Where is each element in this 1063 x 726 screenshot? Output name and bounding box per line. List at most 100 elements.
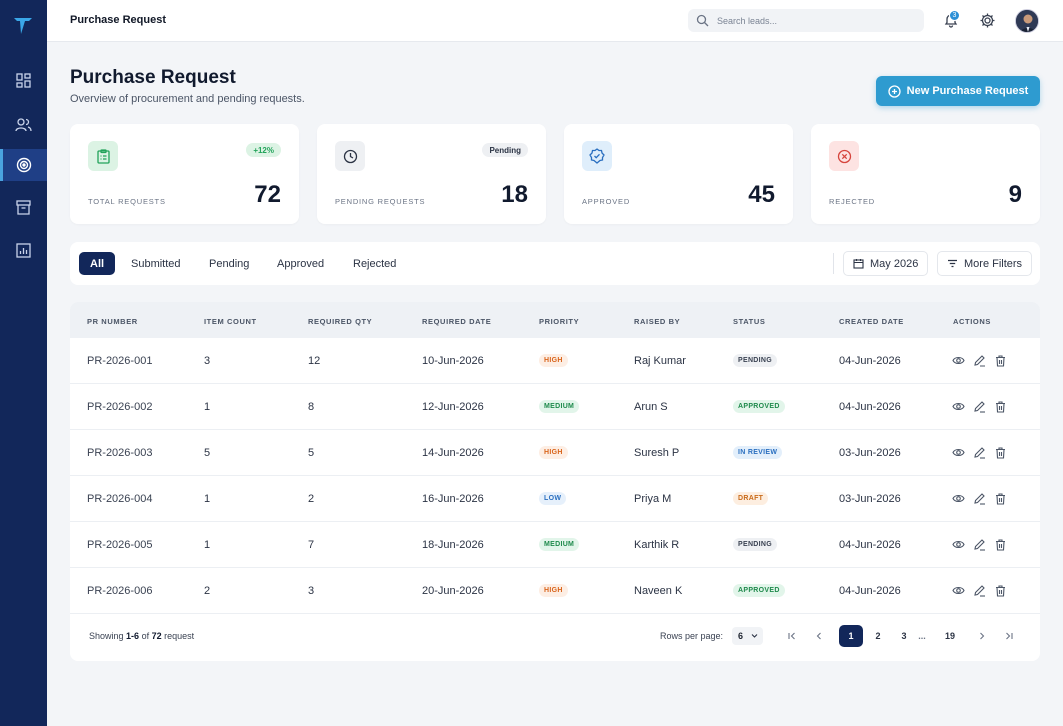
edit-pencil-icon[interactable]: [973, 584, 986, 597]
col-actions: ACTIONS: [953, 317, 991, 326]
chevron-left-icon: [816, 632, 821, 640]
tab-all[interactable]: All: [79, 252, 116, 275]
col-item-count: ITEM COUNT: [204, 317, 257, 326]
pr-number[interactable]: PR-2026-005: [87, 539, 153, 551]
users-icon: [15, 117, 32, 131]
stat-value: 18: [501, 181, 528, 208]
col-pr-number: PR NUMBER: [87, 317, 138, 326]
avatar[interactable]: [1015, 9, 1039, 33]
eye-icon[interactable]: [952, 584, 965, 597]
item-count: 3: [204, 355, 211, 367]
page-button-19[interactable]: 19: [944, 631, 955, 641]
eye-icon[interactable]: [952, 492, 965, 505]
edit-pencil-icon[interactable]: [973, 492, 986, 505]
stat-label: TOTAL REQUESTS: [88, 197, 166, 206]
first-page-button[interactable]: [781, 625, 803, 647]
prev-page-button[interactable]: [808, 625, 830, 647]
trash-icon[interactable]: [994, 492, 1007, 505]
plus-circle-icon: [888, 84, 901, 98]
filter-bar: All Submitted Pending Approved Rejected …: [70, 242, 1040, 285]
page-ellipsis: ...: [918, 631, 926, 641]
priority-badge: HIGH: [539, 446, 568, 459]
raised-by: Priya M: [634, 493, 672, 505]
col-created-date: CREATED DATE: [839, 317, 904, 326]
trash-icon[interactable]: [994, 354, 1007, 367]
clipboard-icon: [88, 141, 118, 171]
stat-tag: +12%: [246, 143, 281, 157]
pr-number[interactable]: PR-2026-001: [87, 355, 153, 367]
page-button-2[interactable]: 2: [875, 631, 881, 641]
gear-icon[interactable]: [979, 12, 996, 29]
new-purchase-request-button[interactable]: New Purchase Request: [876, 76, 1040, 106]
edit-pencil-icon[interactable]: [973, 538, 986, 551]
showing-range: 1-6: [126, 631, 140, 641]
eye-icon[interactable]: [952, 400, 965, 413]
showing-summary: Showing 1-6 of 72 request: [89, 631, 194, 641]
tab-approved[interactable]: Approved: [277, 257, 325, 270]
showing-prefix: Showing: [89, 631, 124, 641]
table-row[interactable]: PR-2026-002 1 8 12-Jun-2026 MEDIUM Arun …: [70, 384, 1040, 430]
eye-icon[interactable]: [952, 354, 965, 367]
search-icon: [696, 14, 709, 27]
filter-icon: [948, 259, 957, 268]
sidebar-item-dashboard[interactable]: [0, 64, 47, 96]
stat-tag: Pending: [482, 143, 528, 157]
sidebar-item-archive[interactable]: [0, 191, 47, 223]
more-filters-label: More Filters: [964, 257, 1023, 270]
eye-icon[interactable]: [952, 538, 965, 551]
required-date: 12-Jun-2026: [422, 401, 484, 413]
edit-pencil-icon[interactable]: [973, 354, 986, 367]
grid-icon: [16, 72, 31, 88]
pr-number[interactable]: PR-2026-004: [87, 493, 153, 505]
item-count: 2: [204, 585, 211, 597]
raised-by: Arun S: [634, 401, 668, 413]
search-box[interactable]: [688, 9, 924, 32]
col-required-qty: REQUIRED QTY: [308, 317, 373, 326]
edit-pencil-icon[interactable]: [973, 400, 986, 413]
status-badge: PENDING: [733, 354, 777, 367]
showing-total: 72: [151, 631, 162, 641]
required-qty: 12: [308, 355, 321, 367]
search-input[interactable]: [717, 9, 917, 32]
page-button-1[interactable]: 1: [839, 625, 863, 647]
table-row[interactable]: PR-2026-004 1 2 16-Jun-2026 LOW Priya M …: [70, 476, 1040, 522]
item-count: 1: [204, 401, 211, 413]
table-row[interactable]: PR-2026-006 2 3 20-Jun-2026 HIGH Naveen …: [70, 568, 1040, 614]
table-row[interactable]: PR-2026-003 5 5 14-Jun-2026 HIGH Suresh …: [70, 430, 1040, 476]
sidebar-item-users[interactable]: [0, 108, 47, 140]
rows-per-page-select[interactable]: 6: [732, 627, 763, 645]
priority-badge: MEDIUM: [539, 538, 580, 551]
required-date: 20-Jun-2026: [422, 585, 484, 597]
item-count: 1: [204, 493, 211, 505]
tab-pending[interactable]: Pending: [209, 257, 250, 270]
tab-submitted[interactable]: Submitted: [131, 257, 181, 270]
rows-per-page-value: 6: [738, 631, 744, 641]
edit-pencil-icon[interactable]: [973, 446, 986, 459]
item-count: 5: [204, 447, 211, 459]
trash-icon[interactable]: [994, 538, 1007, 551]
created-date: 03-Jun-2026: [839, 493, 901, 505]
showing-of: of: [141, 631, 150, 641]
date-filter-button[interactable]: May 2026: [843, 251, 929, 276]
trash-icon[interactable]: [994, 446, 1007, 459]
last-page-button[interactable]: [998, 625, 1020, 647]
trash-icon[interactable]: [994, 400, 1007, 413]
sidebar-item-targets[interactable]: [0, 149, 47, 181]
tab-rejected[interactable]: Rejected: [353, 257, 397, 270]
table-row[interactable]: PR-2026-001 3 12 10-Jun-2026 HIGH Raj Ku…: [70, 338, 1040, 384]
more-filters-button[interactable]: More Filters: [937, 251, 1033, 276]
pr-number[interactable]: PR-2026-006: [87, 585, 153, 597]
logo-icon[interactable]: [12, 14, 34, 36]
trash-icon[interactable]: [994, 584, 1007, 597]
col-raised-by: RAISED BY: [634, 317, 681, 326]
sidebar-item-reports[interactable]: [0, 234, 47, 266]
table-row[interactable]: PR-2026-005 1 7 18-Jun-2026 MEDIUM Karth…: [70, 522, 1040, 568]
pr-number[interactable]: PR-2026-003: [87, 447, 153, 459]
top-header: Purchase Request 3: [47, 0, 1063, 42]
next-page-button[interactable]: [971, 625, 993, 647]
priority-badge: LOW: [539, 492, 567, 505]
eye-icon[interactable]: [952, 446, 965, 459]
stat-value: 45: [748, 181, 775, 208]
pr-number[interactable]: PR-2026-002: [87, 401, 153, 413]
page-button-3[interactable]: 3: [901, 631, 907, 641]
